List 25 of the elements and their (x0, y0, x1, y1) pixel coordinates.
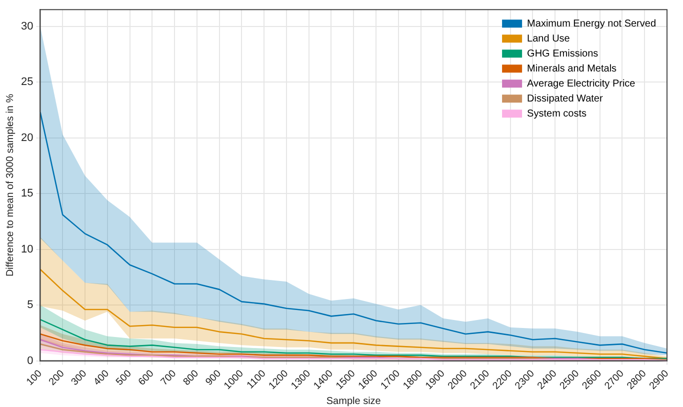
y-tick-label: 20 (20, 132, 34, 144)
y-tick-label: 25 (20, 76, 34, 88)
x-tick-label: 300 (69, 368, 90, 388)
x-tick-label: 200 (47, 368, 67, 388)
y-axis-title: Difference to mean of 3000 samples in % (4, 94, 16, 277)
legend-label: GHG Emissions (527, 48, 598, 60)
legend-label: Land Use (527, 33, 570, 44)
x-axis-title: Sample size (326, 396, 382, 407)
y-tick-label: 0 (27, 354, 34, 367)
x-tick-label: 400 (92, 368, 112, 388)
legend-label: Dissipated Water (527, 93, 604, 104)
legend-label: System costs (527, 108, 587, 120)
x-tick-label: 800 (181, 368, 202, 388)
legend-label: Maximum Energy not Served (527, 18, 656, 30)
legend-label: Average Electricity Price (527, 78, 636, 90)
y-tick-label: 30 (20, 20, 34, 32)
x-tick-label: 100 (24, 368, 45, 388)
x-tick-label: 900 (204, 368, 224, 388)
legend-label: Minerals and Metals (527, 63, 617, 74)
y-tick-label: 5 (27, 299, 34, 312)
x-tick-label: 700 (159, 368, 179, 388)
x-tick-label: 500 (114, 368, 134, 388)
y-tick-label: 10 (20, 243, 34, 256)
y-tick-label: 15 (20, 188, 34, 200)
x-tick-label: 600 (136, 368, 157, 388)
